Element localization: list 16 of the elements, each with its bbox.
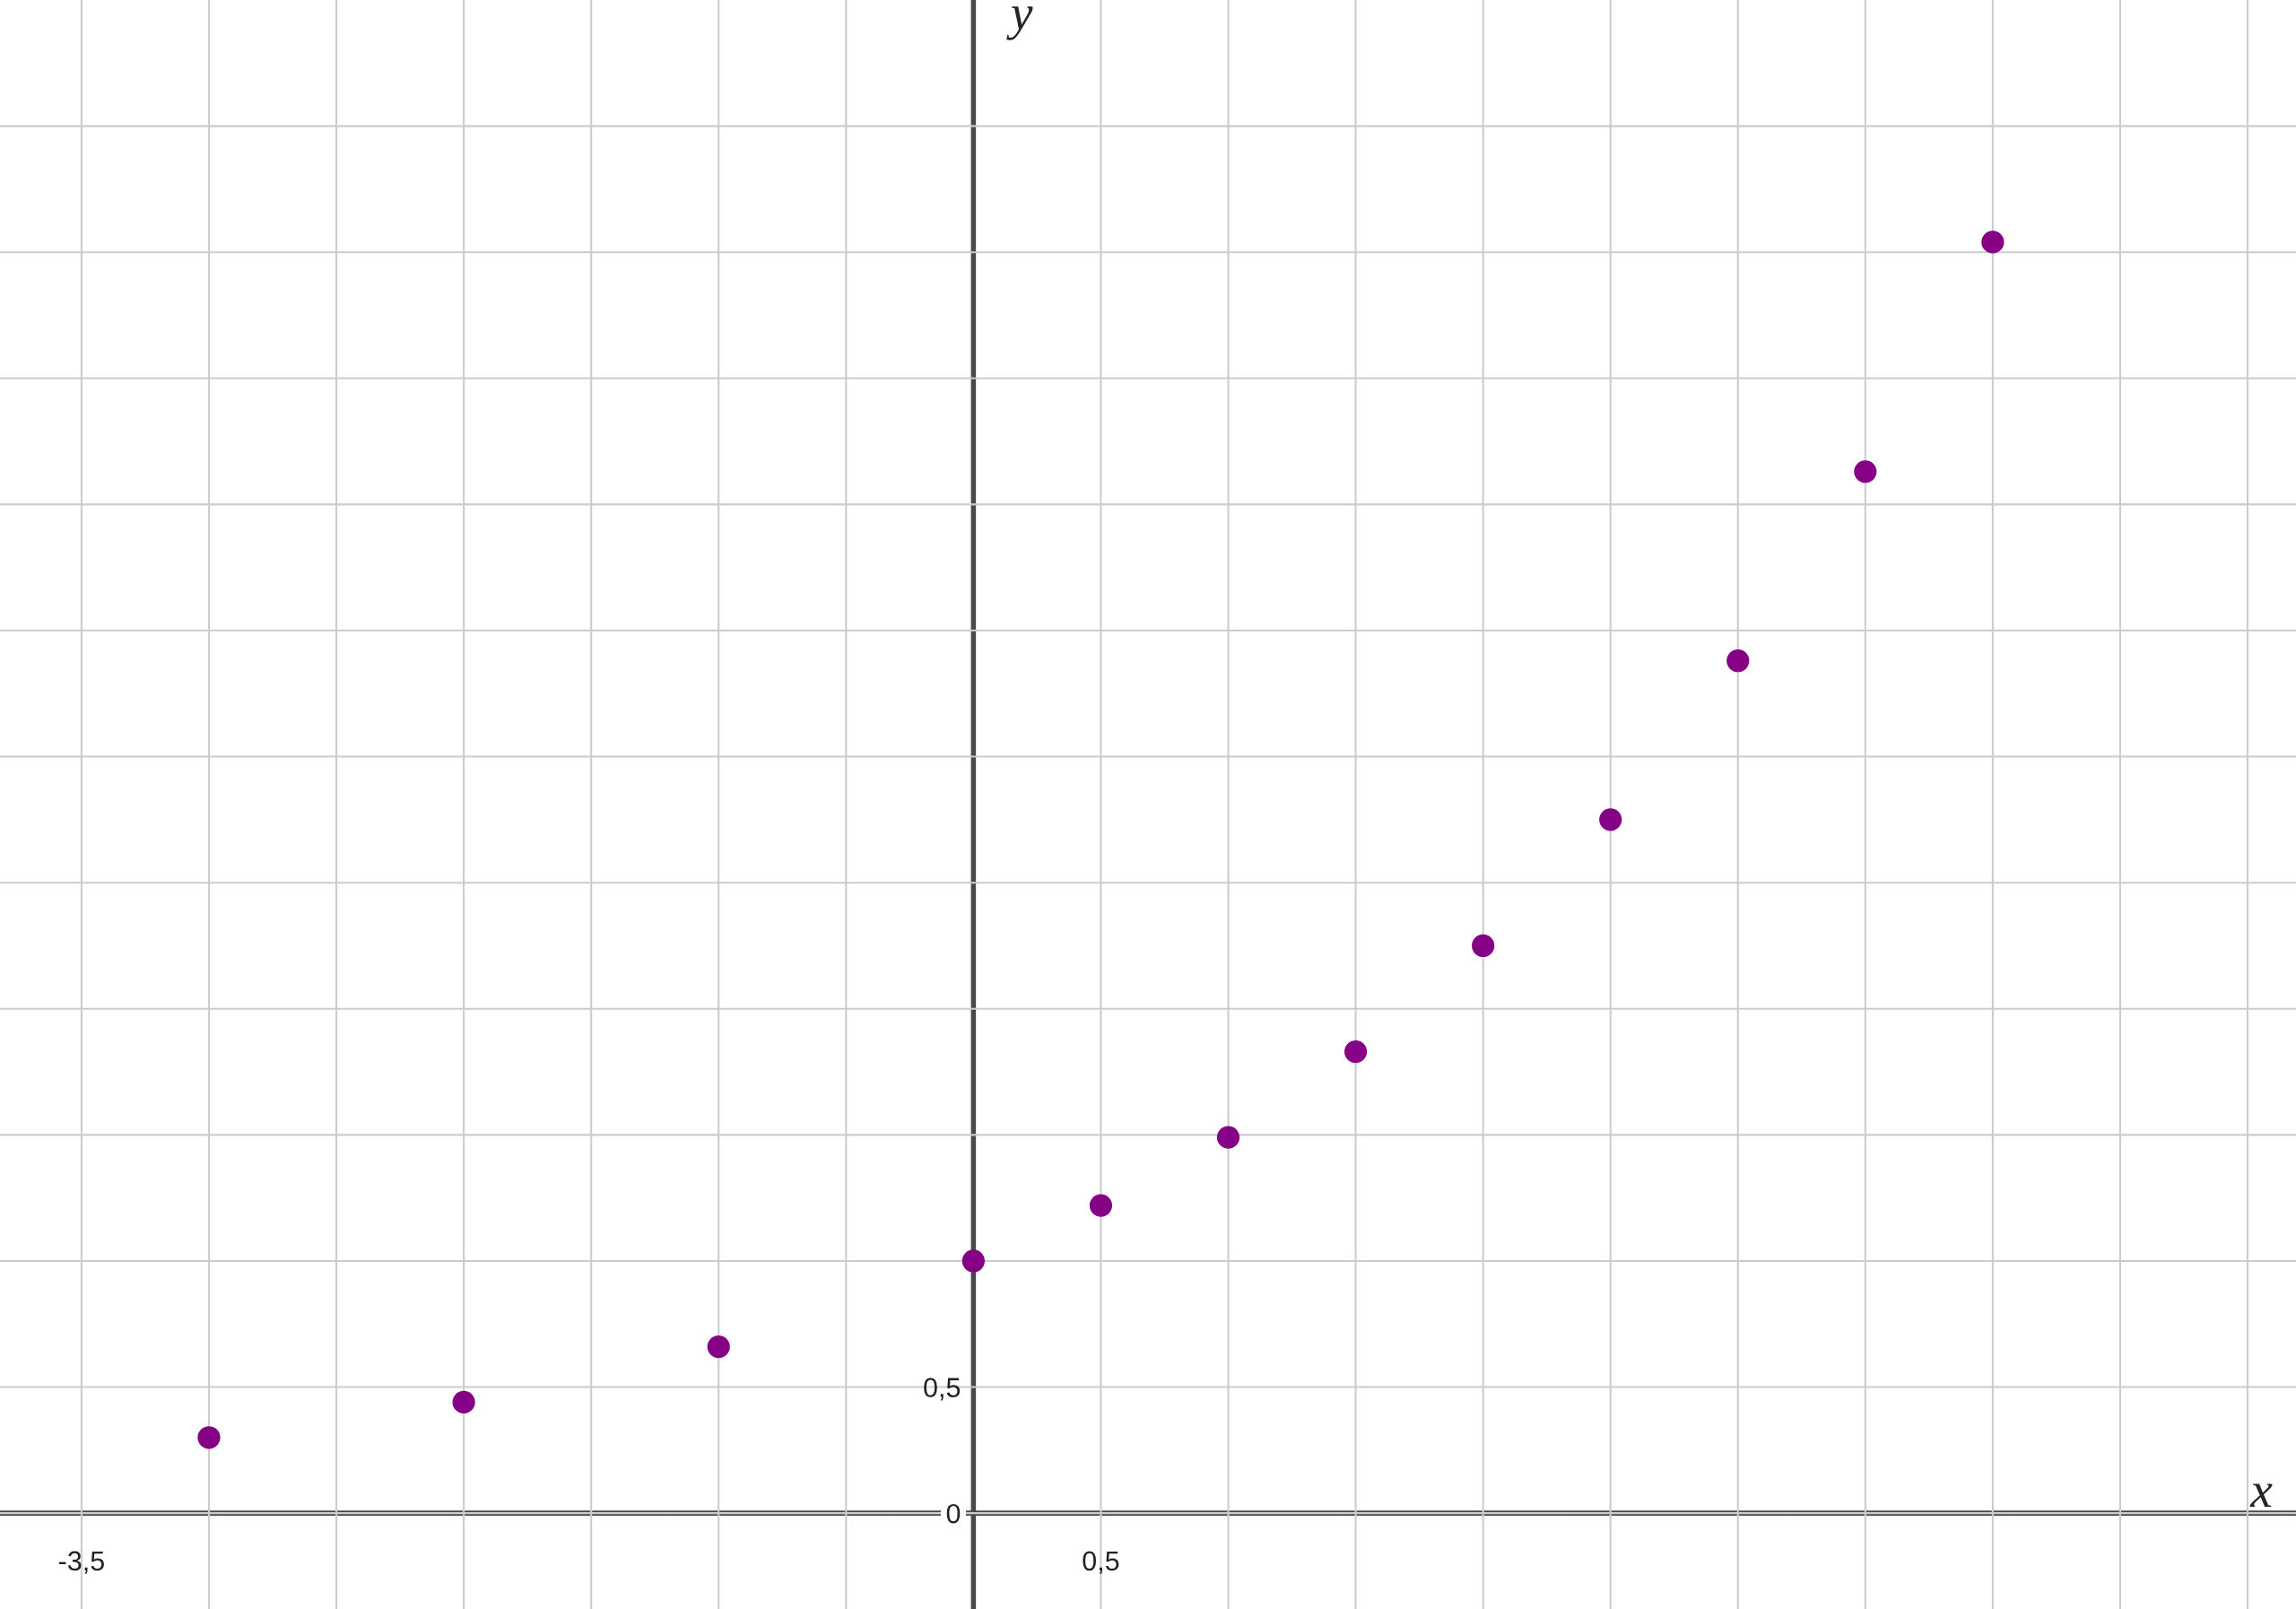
point <box>1216 1126 1240 1149</box>
point <box>1599 808 1622 831</box>
point <box>1726 649 1750 673</box>
point <box>197 1426 221 1449</box>
point <box>961 1249 985 1273</box>
point <box>1854 460 1877 483</box>
x-tick-label: -3,5 <box>58 1551 104 1574</box>
y-axis-title: y <box>1006 6 1033 40</box>
point <box>1344 1039 1368 1064</box>
point <box>1981 230 2005 254</box>
y-tick-label: 0 <box>946 1503 961 1524</box>
x-axis-title: x <box>2249 1483 2273 1508</box>
point <box>1089 1194 1113 1217</box>
point <box>1472 934 1495 958</box>
point <box>452 1390 475 1414</box>
point <box>707 1335 730 1359</box>
